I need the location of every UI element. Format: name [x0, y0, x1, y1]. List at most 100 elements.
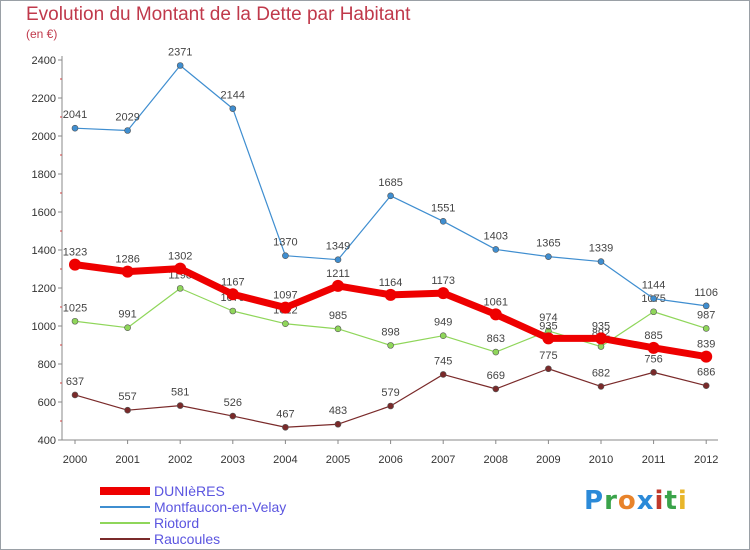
x-tick-label: 2011 — [642, 454, 666, 466]
data-point-montfaucon-en-velay — [334, 256, 342, 263]
data-label-montfaucon-en-velay: 2041 — [63, 109, 87, 121]
logo-letter: i — [677, 486, 688, 516]
logo-letter: i — [654, 486, 665, 516]
data-label-raucoules: 467 — [276, 408, 294, 420]
data-label-riotord: 898 — [381, 326, 399, 338]
data-point-raucoules — [176, 402, 184, 409]
data-point-duni-res — [69, 258, 81, 271]
legend-label: Riotord — [154, 515, 200, 531]
data-point-duni-res — [595, 332, 607, 345]
y-tick-label: 400 — [38, 435, 56, 447]
proxiti-logo: Proxiti — [584, 486, 688, 516]
data-point-riotord — [492, 348, 500, 356]
data-point-duni-res — [700, 350, 713, 363]
data-label-raucoules: 581 — [171, 387, 189, 399]
x-tick-label: 2008 — [484, 454, 508, 466]
data-label-duni-res: 1097 — [273, 290, 297, 302]
data-point-riotord — [124, 324, 131, 332]
data-label-montfaucon-en-velay: 1403 — [484, 230, 508, 242]
legend-swatch — [100, 538, 150, 540]
data-point-raucoules — [387, 402, 394, 410]
data-label-raucoules: 775 — [539, 350, 557, 362]
data-point-montfaucon-en-velay — [71, 124, 79, 132]
x-tick-label: 2000 — [63, 454, 87, 466]
data-point-duni-res — [226, 288, 239, 301]
x-tick-label: 2012 — [694, 454, 718, 466]
data-point-riotord — [702, 325, 710, 332]
data-point-montfaucon-en-velay — [176, 62, 184, 69]
x-tick-label: 2004 — [273, 454, 297, 466]
x-tick-label: 2006 — [378, 454, 402, 466]
data-point-raucoules — [597, 383, 605, 390]
data-label-riotord: 863 — [487, 333, 505, 345]
x-tick-label: 2005 — [326, 454, 350, 466]
data-label-duni-res: 935 — [592, 320, 610, 332]
logo-letter: x — [636, 486, 655, 516]
data-point-duni-res — [279, 301, 292, 314]
data-label-montfaucon-en-velay: 2029 — [115, 111, 139, 123]
y-tick-label: 600 — [38, 397, 56, 409]
data-label-duni-res: 1173 — [431, 275, 455, 287]
y-tick-label: 2000 — [32, 131, 56, 143]
data-point-raucoules — [334, 420, 342, 428]
data-point-montfaucon-en-velay — [124, 127, 131, 134]
data-point-duni-res — [647, 341, 660, 354]
data-label-montfaucon-en-velay: 1106 — [694, 287, 718, 299]
data-point-raucoules — [492, 385, 500, 393]
data-point-riotord — [597, 343, 605, 350]
logo-letter: o — [617, 486, 637, 516]
data-label-raucoules: 526 — [224, 397, 242, 409]
data-point-riotord — [439, 332, 447, 339]
data-label-riotord: 974 — [539, 312, 557, 324]
data-point-montfaucon-en-velay — [387, 192, 394, 200]
x-tick-label: 2001 — [115, 454, 139, 466]
data-point-montfaucon-en-velay — [229, 105, 237, 112]
chart-subtitle: (en €) — [26, 27, 58, 41]
data-label-raucoules: 745 — [434, 355, 452, 367]
data-point-montfaucon-en-velay — [282, 252, 289, 259]
data-point-riotord — [71, 317, 79, 325]
data-point-duni-res — [332, 279, 344, 292]
data-point-raucoules — [229, 412, 237, 420]
data-point-duni-res — [174, 262, 187, 275]
data-point-raucoules — [124, 406, 131, 414]
y-tick-label: 800 — [38, 359, 56, 371]
data-point-raucoules — [71, 391, 79, 399]
data-label-montfaucon-en-velay: 1551 — [431, 202, 455, 214]
data-label-riotord: 991 — [118, 309, 136, 321]
data-point-duni-res — [542, 332, 555, 345]
data-point-duni-res — [384, 288, 397, 301]
data-point-duni-res — [437, 287, 450, 300]
data-label-duni-res: 1211 — [326, 268, 350, 280]
y-tick-label: 1400 — [32, 245, 56, 257]
data-point-raucoules — [545, 365, 552, 373]
data-label-raucoules: 579 — [381, 387, 399, 399]
y-tick-label: 1200 — [32, 283, 56, 295]
data-label-raucoules: 557 — [118, 391, 136, 403]
data-label-duni-res: 1164 — [379, 277, 403, 289]
legend-swatch — [100, 522, 150, 524]
y-tick-label: 1600 — [32, 207, 56, 219]
data-label-riotord: 985 — [329, 310, 347, 322]
x-tick-label: 2009 — [536, 454, 560, 466]
data-label-duni-res: 839 — [697, 339, 715, 351]
logo-letter: r — [604, 486, 618, 516]
x-tick-label: 2010 — [589, 454, 613, 466]
data-label-montfaucon-en-velay: 2144 — [221, 90, 245, 102]
data-label-raucoules: 686 — [697, 367, 715, 379]
legend-label: DUNIèRES — [154, 483, 225, 499]
data-point-duni-res — [489, 308, 502, 321]
data-label-montfaucon-en-velay: 1685 — [378, 177, 402, 189]
data-point-riotord — [229, 307, 237, 315]
data-label-montfaucon-en-velay: 2371 — [168, 47, 192, 59]
data-label-raucoules: 637 — [66, 376, 84, 388]
legend-swatch — [100, 487, 150, 495]
data-label-duni-res: 1302 — [168, 251, 192, 263]
y-tick-label: 1800 — [32, 169, 56, 181]
legend-swatch — [100, 506, 150, 508]
logo-letter: t — [664, 486, 678, 516]
data-point-riotord — [334, 325, 342, 333]
y-tick-label: 2200 — [32, 93, 56, 105]
x-tick-label: 2007 — [431, 454, 455, 466]
data-label-duni-res: 935 — [539, 320, 557, 332]
